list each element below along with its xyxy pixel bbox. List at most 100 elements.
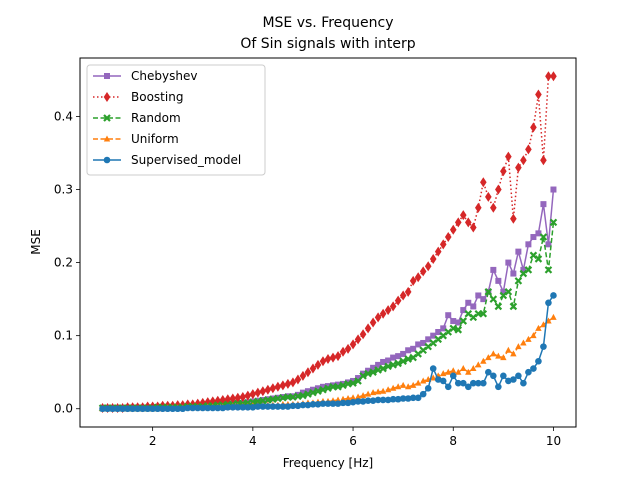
data-point-random	[539, 233, 548, 241]
data-point-supervised-model	[444, 383, 452, 391]
data-point-supervised-model	[174, 405, 181, 413]
data-point-supervised-model	[469, 379, 477, 387]
data-point-random	[299, 391, 307, 400]
data-point-chebyshev	[440, 325, 447, 332]
data-point-boosting	[359, 329, 367, 340]
data-point-chebyshev	[385, 357, 392, 364]
data-point-chebyshev	[540, 201, 547, 208]
data-point-chebyshev	[465, 299, 472, 306]
data-point-random	[334, 383, 342, 391]
data-point-uniform	[379, 387, 387, 394]
data-point-supervised-model	[334, 400, 342, 407]
data-point-supervised-model	[209, 404, 217, 412]
data-point-random	[484, 288, 493, 296]
data-point-random	[544, 266, 553, 274]
data-point-boosting	[299, 370, 307, 381]
data-point-random	[369, 368, 377, 376]
data-point-supervised-model	[214, 404, 222, 412]
data-point-supervised-model	[204, 404, 212, 412]
data-point-uniform	[409, 381, 417, 388]
data-point-boosting	[404, 286, 412, 297]
data-point-supervised-model	[164, 405, 171, 413]
data-point-boosting	[244, 390, 252, 401]
series-random	[98, 218, 558, 412]
chart-title-line-2: Of Sin signals with interp	[240, 36, 415, 52]
data-point-supervised-model	[139, 405, 146, 413]
data-point-supervised-model	[299, 401, 307, 409]
data-point-uniform	[455, 368, 462, 375]
data-point-uniform	[495, 352, 502, 359]
data-point-boosting	[339, 346, 347, 357]
data-point-supervised-model	[284, 403, 292, 410]
legend-item-random: Random	[93, 111, 181, 125]
data-point-chebyshev	[355, 375, 362, 382]
data-point-random	[459, 317, 468, 325]
data-point-boosting	[319, 356, 327, 367]
data-point-supervised-model	[244, 403, 252, 411]
data-point-supervised-model	[279, 403, 287, 410]
data-point-supervised-model	[354, 398, 362, 405]
data-point-random	[384, 362, 392, 371]
data-point-random	[549, 218, 558, 227]
data-point-boosting	[334, 351, 342, 362]
data-point-random	[454, 326, 463, 334]
data-point-chebyshev	[520, 266, 527, 273]
data-point-random	[479, 309, 488, 318]
data-point-chebyshev	[365, 367, 372, 374]
data-point-uniform	[510, 350, 517, 357]
data-point-boosting	[530, 122, 537, 133]
data-point-random	[354, 377, 362, 385]
data-point-chebyshev	[535, 230, 542, 237]
data-point-uniform	[440, 370, 447, 377]
data-point-boosting	[314, 359, 322, 370]
legend-marker	[104, 73, 110, 79]
data-point-chebyshev	[319, 383, 326, 390]
data-point-chebyshev	[470, 303, 477, 310]
data-point-random	[339, 381, 347, 390]
x-axis-label: Frequency [Hz]	[283, 456, 374, 470]
data-point-uniform	[384, 386, 392, 393]
data-point-boosting	[329, 352, 337, 363]
data-point-uniform	[515, 343, 522, 350]
data-point-boosting	[234, 392, 242, 403]
data-point-chebyshev	[415, 341, 422, 348]
data-point-boosting	[485, 191, 492, 202]
data-point-uniform	[404, 383, 412, 390]
data-point-supervised-model	[154, 405, 161, 413]
data-point-chebyshev	[380, 358, 387, 365]
x-axis: 2 4 6 8 10	[149, 427, 561, 448]
y-axis-label: MSE	[29, 229, 43, 255]
y-axis: 0.0 0.1 0.2 0.3 0.4	[54, 109, 80, 416]
data-point-supervised-model	[199, 404, 207, 412]
data-point-supervised-model	[520, 379, 527, 387]
data-point-supervised-model	[414, 394, 422, 402]
data-point-random	[524, 266, 533, 274]
data-point-supervised-model	[219, 404, 227, 412]
y-tick-label: 0.3	[54, 183, 73, 197]
data-point-boosting	[264, 384, 272, 395]
legend-item-supervised-model: Supervised_model	[93, 153, 241, 167]
data-point-uniform	[490, 350, 497, 357]
data-point-random	[504, 288, 513, 296]
data-point-boosting	[459, 210, 467, 221]
data-point-supervised-model	[510, 376, 517, 383]
data-point-supervised-model	[224, 403, 232, 411]
data-point-supervised-model	[259, 403, 267, 410]
data-point-uniform	[500, 354, 507, 361]
data-point-random	[514, 277, 523, 285]
data-point-supervised-model	[304, 401, 312, 409]
data-point-supervised-model	[109, 405, 116, 413]
x-tick-label: 2	[149, 434, 157, 448]
y-tick-label: 0.0	[54, 402, 73, 416]
data-point-supervised-model	[480, 379, 487, 387]
data-point-uniform	[344, 395, 352, 402]
data-point-boosting	[394, 295, 402, 306]
data-point-supervised-model	[269, 403, 277, 410]
legend-box	[86, 64, 266, 176]
legend-marker	[103, 114, 111, 122]
data-point-boosting	[424, 261, 432, 272]
data-point-uniform	[450, 367, 457, 374]
data-point-uniform	[349, 394, 357, 401]
legend-label: Chebyshev	[131, 69, 197, 83]
